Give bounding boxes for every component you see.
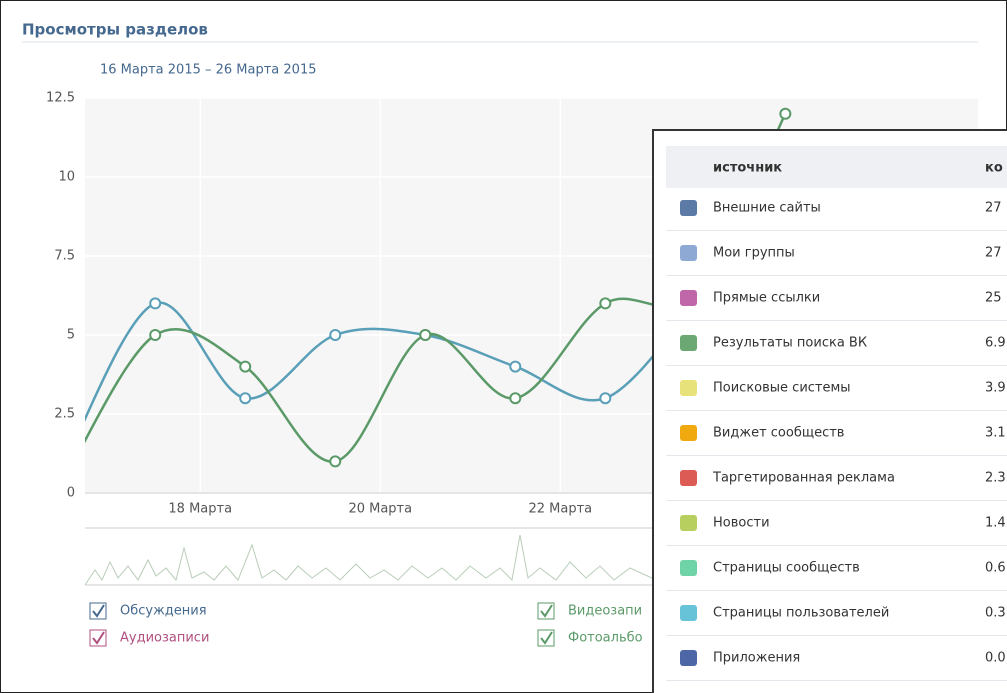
source-name: Результаты поиска ВК — [713, 336, 867, 351]
y-tick-label: 7.5 — [54, 249, 75, 264]
source-swatch — [680, 200, 697, 216]
point — [779, 107, 792, 120]
source-swatch — [680, 245, 697, 261]
source-table: источник ко Внешние сайты 27 Мои группы 27 П… — [652, 129, 1007, 693]
source-name: Виджет сообществ — [713, 426, 844, 441]
legend-check — [92, 604, 105, 618]
source-name: Мои группы — [713, 246, 795, 261]
source-value: 25 — [985, 291, 1002, 306]
y-tick-label: 0 — [67, 486, 75, 501]
legend-label: Видеозапи — [568, 604, 642, 619]
legend-check — [92, 631, 105, 645]
source-name: Новости — [713, 516, 770, 531]
source-swatch — [680, 650, 697, 666]
y-tick-label: 10 — [58, 170, 75, 185]
source-value: 0.3 — [985, 606, 1006, 621]
section-title: Просмотры разделов — [22, 21, 208, 39]
source-value: 27 — [985, 246, 1002, 261]
y-tick-label: 12.5 — [46, 91, 75, 106]
source-swatch — [680, 605, 697, 621]
source-name: Страницы пользователей — [713, 606, 889, 621]
source-name: Таргетированная реклама — [712, 471, 895, 486]
source-swatch — [680, 470, 697, 486]
point — [329, 455, 342, 468]
legend: Обсуждения Аудиозаписи Видеозапи Фотоальбо — [89, 602, 643, 647]
table-panel — [652, 129, 1007, 693]
point — [329, 329, 342, 341]
point — [419, 329, 432, 341]
date-range: 16 Марта 2015 – 26 Марта 2015 — [100, 63, 317, 78]
point — [599, 297, 612, 310]
point — [239, 360, 252, 373]
legend-label: Обсуждения — [120, 604, 207, 619]
y-tick-label: 2.5 — [54, 407, 75, 422]
table-header: ко — [985, 161, 1003, 176]
source-value: 0.0 — [985, 651, 1006, 666]
source-name: Поисковые системы — [713, 381, 851, 396]
table-header-bg — [666, 146, 1007, 188]
point — [149, 329, 162, 341]
source-swatch — [680, 515, 697, 531]
source-value: 1.4 — [985, 516, 1006, 531]
point — [599, 392, 612, 405]
y-tick-label: 5 — [67, 328, 75, 343]
x-tick-label: 18 Марта — [168, 502, 232, 517]
source-value: 3.9 — [985, 381, 1006, 396]
legend-check — [540, 631, 553, 645]
overview-sparkline — [84, 534, 653, 586]
source-value: 0.6 — [985, 561, 1006, 576]
x-tick-label: 22 Марта — [528, 502, 592, 517]
source-value: 2.3 — [985, 471, 1006, 486]
source-name: Страницы сообществ — [713, 561, 860, 576]
point — [509, 392, 522, 405]
source-swatch — [680, 425, 697, 441]
table-header: источник — [713, 161, 782, 176]
source-value: 3.1 — [985, 426, 1006, 441]
x-tick-label: 20 Марта — [348, 502, 412, 517]
source-name: Прямые ссылки — [713, 291, 820, 306]
source-swatch — [680, 380, 697, 396]
legend-label: Фотоальбо — [568, 631, 643, 646]
point — [239, 392, 252, 405]
source-name: Приложения — [713, 651, 800, 666]
point — [509, 360, 522, 373]
source-value: 6.9 — [985, 336, 1006, 351]
source-value: 27 — [985, 201, 1002, 216]
source-name: Внешние сайты — [713, 201, 821, 216]
point — [149, 297, 162, 310]
source-swatch — [680, 560, 697, 576]
source-swatch — [680, 335, 697, 351]
source-swatch — [680, 290, 697, 306]
legend-check — [540, 604, 553, 618]
legend-label: Аудиозаписи — [120, 631, 209, 646]
